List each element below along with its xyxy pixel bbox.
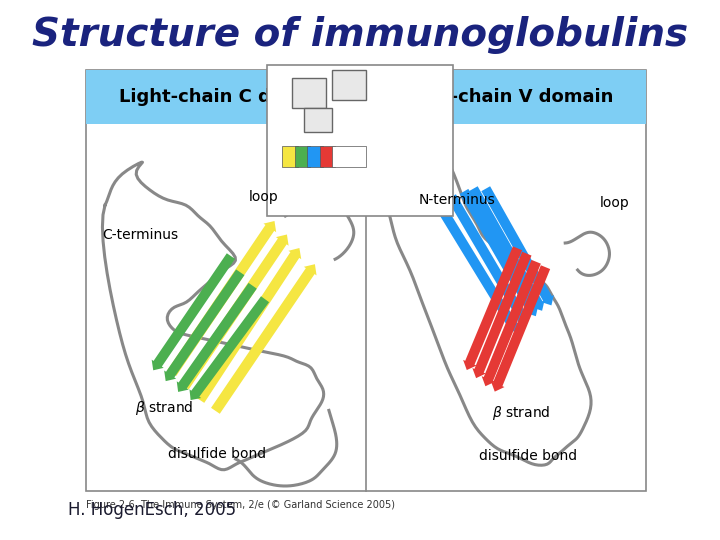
Bar (304, 108, 332, 132)
Bar (332, 146, 366, 167)
Text: Structure of immunoglobulins: Structure of immunoglobulins (32, 16, 688, 54)
Text: H. HogenEsch, 2005: H. HogenEsch, 2005 (68, 501, 236, 519)
FancyBboxPatch shape (86, 70, 646, 124)
Bar (332, 70, 366, 100)
Text: disulfide bond: disulfide bond (479, 449, 577, 463)
FancyBboxPatch shape (266, 65, 454, 216)
FancyBboxPatch shape (86, 70, 646, 491)
Bar (282, 146, 298, 167)
Bar (292, 78, 325, 108)
Text: Light-chain C domain: Light-chain C domain (120, 88, 333, 106)
Text: N-terminus: N-terminus (419, 193, 496, 207)
Text: $\beta$ strand: $\beta$ strand (135, 399, 194, 417)
Text: loop: loop (248, 190, 279, 204)
Bar (307, 146, 323, 167)
Bar (320, 146, 335, 167)
Text: Figure 2-6  The Immune System, 2/e (© Garland Science 2005): Figure 2-6 The Immune System, 2/e (© Gar… (86, 500, 395, 510)
Bar (294, 146, 310, 167)
Text: C-terminus: C-terminus (102, 228, 178, 242)
Text: disulfide bond: disulfide bond (168, 447, 266, 461)
Text: $\beta$ strand: $\beta$ strand (492, 404, 551, 422)
Text: loop: loop (600, 195, 629, 210)
Text: Light-chain V domain: Light-chain V domain (399, 88, 613, 106)
